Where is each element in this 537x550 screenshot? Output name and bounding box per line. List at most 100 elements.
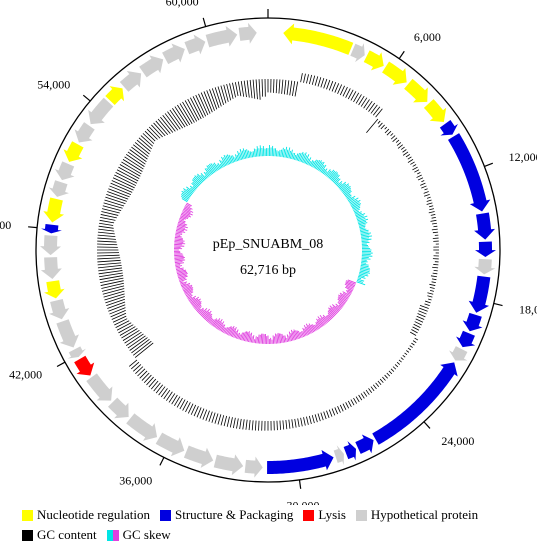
gc-bar xyxy=(179,103,193,124)
gene-arrow-hypothetical xyxy=(474,258,496,275)
gc-bar xyxy=(121,328,138,339)
gc-bar xyxy=(368,102,376,112)
gene-arrow-structure-packaging xyxy=(462,312,483,332)
gc-skew-bar xyxy=(289,149,293,159)
gc-skew-bar xyxy=(361,240,369,243)
gc-skew-bar xyxy=(335,305,341,311)
gc-skew-bar xyxy=(243,331,248,342)
gc-bar xyxy=(167,111,181,130)
gc-skew-bar xyxy=(274,148,277,157)
gc-bar xyxy=(97,237,116,240)
gc-skew-bar xyxy=(338,181,347,189)
gc-skew-bar xyxy=(330,172,339,181)
gene-arrow-structure-packaging xyxy=(474,212,496,240)
tick-label: 48,000 xyxy=(0,218,11,232)
gc-bar xyxy=(116,169,139,182)
gc-skew-bar xyxy=(299,332,303,338)
gc-skew-bar xyxy=(274,336,276,344)
gene-arrow-hypothetical xyxy=(449,346,468,361)
gc-bar xyxy=(428,211,435,214)
gc-skew-bar xyxy=(188,295,197,301)
gc-bar xyxy=(131,146,148,160)
gc-skew-bar xyxy=(347,289,353,293)
gc-bar xyxy=(100,214,117,219)
gc-skew-bar xyxy=(304,328,308,336)
gc-bar xyxy=(433,225,438,228)
gene-arrow-hypothetical xyxy=(40,257,62,280)
gc-bar xyxy=(350,399,355,406)
gc-skew-bar xyxy=(233,330,237,338)
gc-skew-bar xyxy=(360,266,370,269)
gc-bar xyxy=(129,337,148,351)
gc-skew-bar xyxy=(209,163,216,173)
tick-label: 12,000 xyxy=(509,150,537,164)
tick-mark xyxy=(423,421,431,429)
gc-skew-bar xyxy=(272,335,275,344)
gc-bar xyxy=(133,144,149,157)
gc-skew-bar xyxy=(319,164,325,172)
legend-item-structure-packaging: Structure & Packaging xyxy=(160,507,293,523)
gc-skew-bar xyxy=(281,147,284,158)
gc-bar xyxy=(365,100,373,111)
gc-skew-bar xyxy=(354,211,362,215)
gc-skew-bar xyxy=(346,194,352,199)
gc-skew-bar xyxy=(359,271,368,275)
gc-bar xyxy=(400,357,404,360)
gc-bar xyxy=(101,285,125,292)
gc-skew-bar xyxy=(308,161,312,166)
gc-bar xyxy=(254,420,257,431)
gc-bar xyxy=(323,78,328,89)
gc-skew-bar xyxy=(330,307,338,315)
gc-skew-bar xyxy=(193,301,202,308)
gc-bar xyxy=(415,318,424,323)
gc-skew-bar xyxy=(280,333,283,344)
gc-skew-bar xyxy=(219,163,223,169)
gc-skew-bar xyxy=(196,175,204,183)
gc-skew-bar xyxy=(193,176,202,185)
gc-skew-bar xyxy=(331,174,339,182)
gc-bar xyxy=(172,108,186,128)
gc-skew-bar xyxy=(175,265,183,268)
gc-skew-bar xyxy=(320,317,326,325)
gc-bar xyxy=(98,270,123,275)
gc-bar xyxy=(347,400,352,407)
legend-label: Hypothetical protein xyxy=(370,507,479,522)
gc-skew-bar xyxy=(292,152,296,160)
gc-bar xyxy=(289,80,293,96)
gc-skew-bar xyxy=(195,306,202,312)
gc-skew-bar xyxy=(174,259,186,262)
gc-skew-bar xyxy=(237,150,241,161)
legend-item-gc-content: GC content xyxy=(22,527,97,543)
gc-skew-bar xyxy=(185,205,193,210)
gc-skew-bar xyxy=(184,288,194,294)
gc-bar xyxy=(97,231,115,235)
tick-mark xyxy=(28,226,38,229)
gc-bar xyxy=(384,128,390,134)
gc-bar xyxy=(342,403,347,411)
gc-bar xyxy=(251,420,254,431)
gc-bar xyxy=(97,243,118,246)
gc-bar xyxy=(384,126,388,130)
gc-skew-bar xyxy=(315,322,321,329)
gc-skew-bar xyxy=(223,154,229,165)
gc-bar xyxy=(162,115,176,132)
gc-bar xyxy=(144,130,156,142)
gene-arrow-hypothetical xyxy=(49,298,70,320)
gc-skew-bar xyxy=(300,153,305,163)
gc-skew-bar xyxy=(358,273,369,277)
gc-skew-bar xyxy=(250,336,253,343)
gc-skew-bar xyxy=(322,168,328,175)
gc-skew-bar xyxy=(256,146,259,157)
gc-skew-bar xyxy=(178,221,188,226)
gc-bar xyxy=(412,164,417,167)
gc-skew-bar xyxy=(353,206,361,211)
gc-bar xyxy=(350,91,357,101)
gc-skew-bar xyxy=(354,210,359,214)
legend-label: Structure & Packaging xyxy=(175,507,294,522)
gc-bar xyxy=(382,376,386,381)
gc-skew-bar xyxy=(302,330,306,337)
gc-bar xyxy=(423,191,429,194)
gc-skew-bar xyxy=(181,282,191,288)
gc-skew-bar xyxy=(356,279,363,283)
gc-skew-bar xyxy=(340,183,350,191)
